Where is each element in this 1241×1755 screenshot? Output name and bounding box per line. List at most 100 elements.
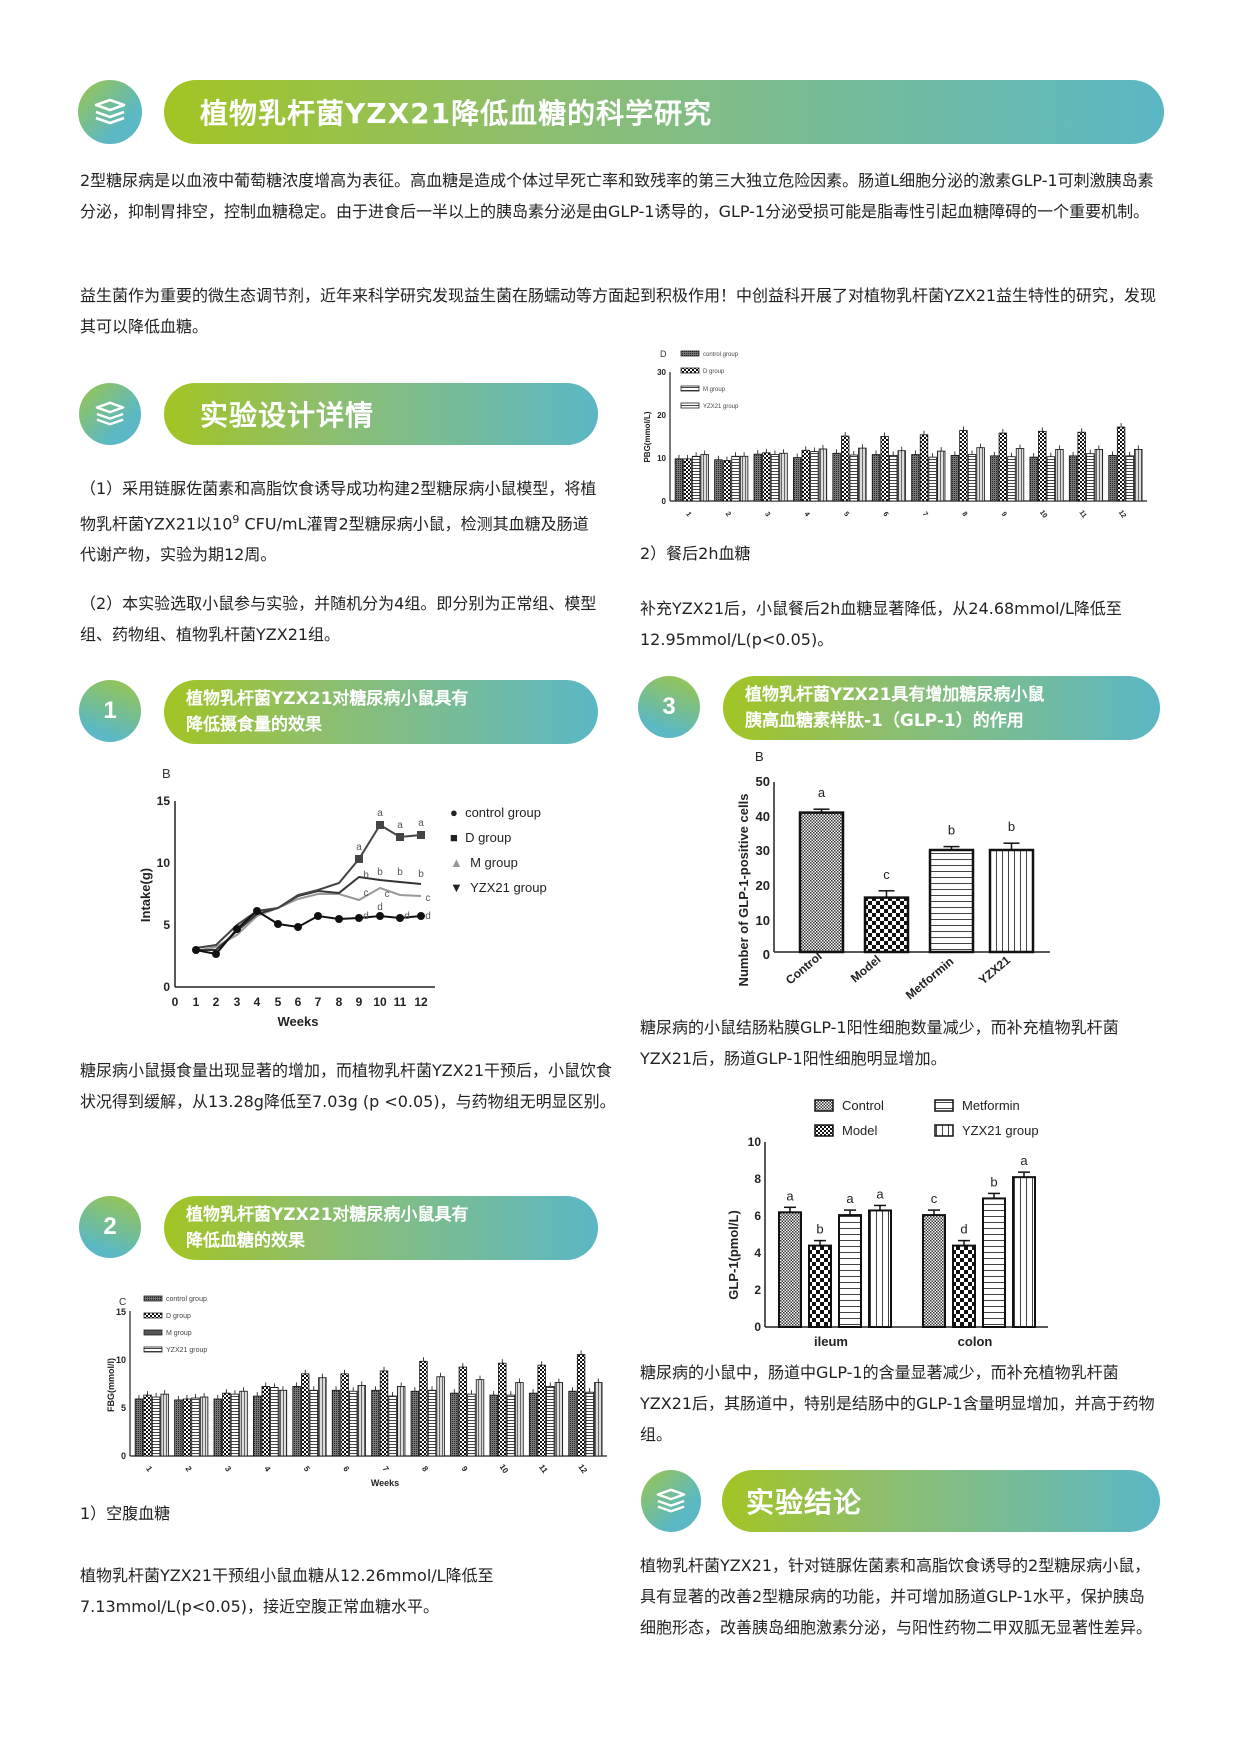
svg-text:10: 10 (748, 1135, 762, 1149)
svg-text:Weeks: Weeks (278, 1014, 319, 1029)
section-2-text: 植物乳杆菌YZX21干预组小鼠血糖从12.26mmol/L降低至7.13mmol… (80, 1566, 494, 1616)
svg-text:0: 0 (763, 947, 770, 962)
books-icon (95, 401, 125, 426)
svg-text:10: 10 (157, 856, 171, 870)
svg-text:D group: D group (166, 1313, 191, 1320)
pbg-bars: 1 2 3 4 5 6 7 8 9 10 11 12 (674, 423, 1143, 520)
svg-text:10: 10 (657, 454, 666, 463)
svg-text:1: 1 (193, 995, 200, 1009)
section-1-number: 1 (79, 680, 141, 742)
legend-d-group: ■ D group (450, 830, 512, 845)
svg-text:4: 4 (803, 511, 811, 518)
fbg-bar-chart: C control group D group M group YZX21 gr… (106, 1295, 607, 1488)
intro-paragraph-2: 益生菌作为重要的微生态调节剂，近年来科学研究发现益生菌在肠蠕动等方面起到积极作用… (80, 286, 1157, 336)
svg-text:3: 3 (223, 1464, 233, 1473)
svg-text:11: 11 (537, 1463, 550, 1476)
svg-text:2: 2 (213, 995, 220, 1009)
svg-text:a: a (418, 818, 424, 829)
svg-text:20: 20 (657, 411, 666, 420)
svg-text:D: D (660, 349, 667, 359)
pbg-bar-chart: D control group D group M group YZX21 gr… (643, 349, 1147, 520)
legend-yzx21-group: ▼ YZX21 group (450, 880, 547, 895)
legend-m-group: ▲ M group (450, 855, 518, 870)
svg-text:colon: colon (958, 1334, 993, 1349)
svg-text:c: c (364, 888, 369, 899)
svg-text:d: d (960, 1222, 967, 1237)
svg-text:C: C (119, 1297, 126, 1308)
legend-control-group: ● control group (450, 805, 541, 820)
section-1-text: 糖尿病小鼠摄食量出现显著的增加，而植物乳杆菌YZX21干预后，小鼠饮食状况得到缓… (80, 1061, 616, 1111)
svg-text:12: 12 (1117, 509, 1127, 519)
svg-text:Metformin: Metformin (903, 954, 956, 1002)
svg-text:40: 40 (756, 809, 770, 824)
section-3-number: 3 (638, 676, 700, 738)
svg-text:B: B (162, 766, 171, 781)
svg-text:4: 4 (754, 1246, 761, 1260)
svg-text:ileum: ileum (814, 1334, 848, 1349)
section-2-number: 2 (79, 1196, 141, 1258)
svg-text:7: 7 (921, 511, 929, 518)
svg-text:50: 50 (756, 774, 770, 789)
svg-text:Model: Model (848, 952, 884, 985)
svg-text:11: 11 (394, 995, 407, 1009)
svg-text:a: a (1020, 1153, 1028, 1168)
svg-text:10: 10 (373, 995, 387, 1009)
svg-text:3: 3 (234, 995, 241, 1009)
svg-text:d: d (425, 911, 431, 922)
svg-text:GLP-1(pmol/L): GLP-1(pmol/L) (726, 1210, 741, 1300)
svg-text:control group: control group (703, 352, 739, 358)
svg-text:9: 9 (459, 1464, 469, 1473)
svg-text:10: 10 (756, 913, 770, 928)
svg-text:6: 6 (754, 1209, 761, 1223)
fbg-bars: 1 2 3 4 5 6 7 8 9 10 11 12 (134, 1350, 603, 1476)
svg-text:12: 12 (414, 995, 428, 1009)
svg-text:10: 10 (1038, 509, 1048, 519)
svg-text:b: b (363, 870, 369, 881)
section-1-title-banner: 植物乳杆菌YZX21对糖尿病小鼠具有 降低摄食量的效果 (164, 680, 598, 744)
svg-text:b: b (418, 869, 424, 880)
svg-text:Metformin: Metformin (962, 1098, 1020, 1113)
svg-text:c: c (883, 867, 890, 882)
svg-text:6: 6 (295, 995, 302, 1009)
svg-text:a: a (876, 1186, 884, 1201)
intro-paragraph-1: 2型糖尿病是以血液中葡萄糖浓度增高为表征。高血糖是造成个体过早死亡率和致残率的第… (80, 171, 1154, 221)
svg-text:0: 0 (754, 1320, 761, 1334)
svg-text:a: a (377, 808, 383, 819)
svg-text:8: 8 (336, 995, 343, 1009)
svg-text:YZX21: YZX21 (976, 953, 1013, 988)
svg-text:9: 9 (356, 995, 363, 1009)
svg-text:B: B (755, 749, 764, 764)
svg-text:a: a (786, 1188, 794, 1203)
glp1-cells-bar-chart: B Number of GLP-1-positive cells 50 40 30 2… (736, 749, 1050, 1002)
svg-text:b: b (816, 1222, 823, 1237)
svg-text:0: 0 (163, 980, 170, 994)
design-title-banner: 实验设计详情 (164, 383, 598, 445)
svg-text:a: a (397, 820, 403, 831)
conclusion-text: 植物乳杆菌YZX21，针对链脲佐菌素和高脂饮食诱导的2型糖尿病小鼠，具有显著的改… (640, 1556, 1153, 1637)
svg-text:b: b (948, 823, 955, 838)
svg-text:M group: M group (703, 387, 726, 393)
svg-text:D group: D group (703, 369, 725, 375)
svg-text:4: 4 (262, 1464, 272, 1473)
svg-text:2: 2 (184, 1464, 194, 1473)
section-3-text-1: 糖尿病的小鼠结肠粘膜GLP-1阳性细胞数量减少，而补充植物乳杆菌YZX21后，肠… (640, 1018, 1119, 1068)
design-item-1: （1）采用链脲佐菌素和高脂饮食诱导成功构建2型糖尿病小鼠模型，将植物乳杆菌YZX… (80, 479, 597, 565)
section-2-title-banner: 植物乳杆菌YZX21对糖尿病小鼠具有 降低血糖的效果 (164, 1196, 598, 1260)
glp1-level-bar-chart: Control Model Metformin YZX21 group GLP-… (726, 1098, 1048, 1349)
section-3-title-banner: 植物乳杆菌YZX21具有增加糖尿病小鼠 胰高血糖素样肽-1（GLP-1）的作用 (723, 676, 1160, 740)
svg-text:8: 8 (960, 511, 968, 518)
svg-text:6: 6 (341, 1464, 351, 1473)
header-icon-badge (78, 80, 142, 144)
svg-text:0: 0 (662, 497, 667, 506)
svg-text:7: 7 (381, 1464, 391, 1473)
books-icon (656, 1488, 686, 1513)
svg-text:Intake(g): Intake(g) (140, 868, 153, 922)
svg-text:12: 12 (576, 1463, 589, 1476)
svg-text:20: 20 (756, 878, 770, 893)
svg-text:5: 5 (275, 995, 282, 1009)
svg-text:d: d (377, 902, 383, 913)
svg-text:Weeks: Weeks (371, 1478, 399, 1488)
svg-text:10: 10 (498, 1463, 511, 1476)
intake-legend: ● control group ■ D group ▲ M group ▼ YZ… (450, 800, 547, 900)
